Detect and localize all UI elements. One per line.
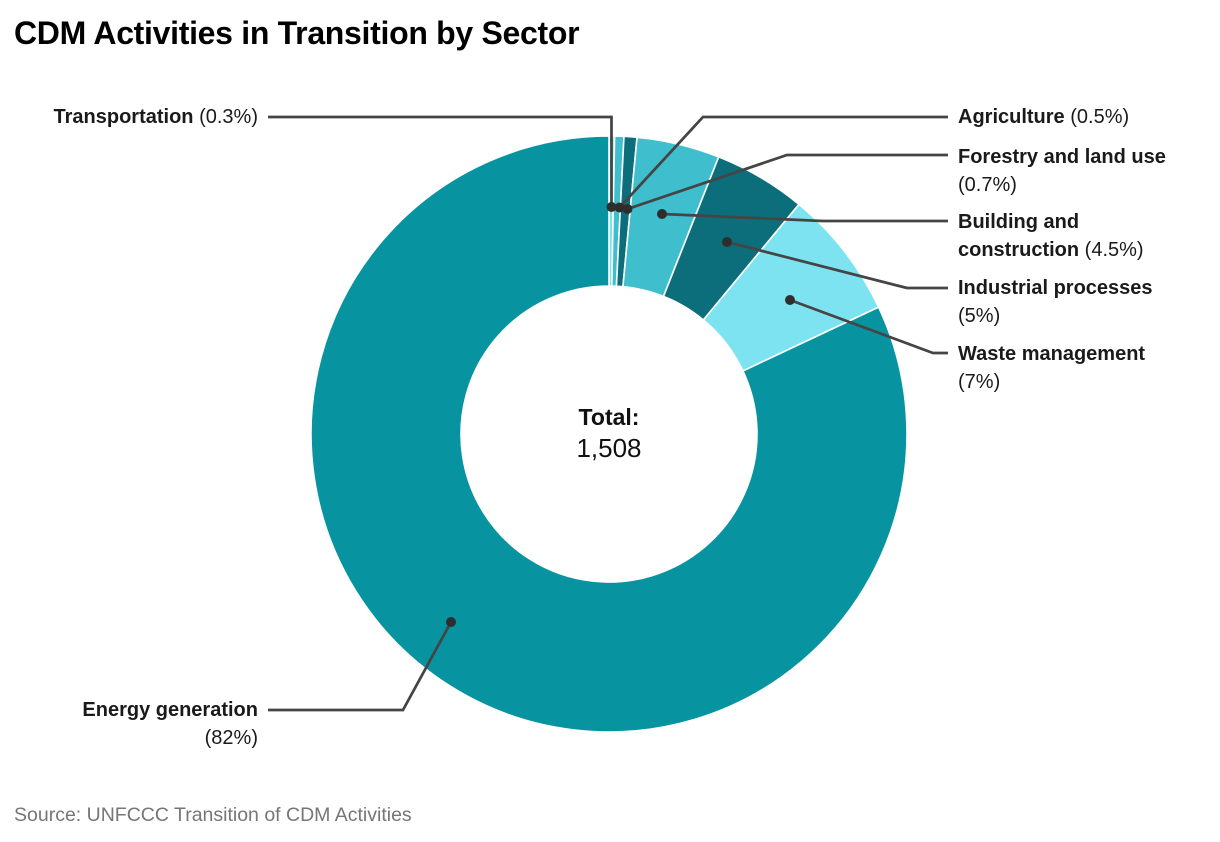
leader-line-forestry	[627, 153, 948, 211]
leader-dot-transportation	[606, 202, 617, 212]
donut-center-label: Total: 1,508	[459, 402, 759, 464]
source-note: Source: UNFCCC Transition of CDM Activit…	[14, 804, 412, 826]
leader-line-waste	[789, 298, 948, 355]
leader-dot-energy	[446, 617, 456, 627]
slice-label-building: Building and construction (4.5%)	[958, 211, 1144, 261]
slice-label-transportation: Transportation (0.3%)	[53, 106, 258, 128]
slice-label-agriculture: Agriculture (0.5%)	[958, 106, 1130, 128]
leader-line-transportation	[268, 115, 613, 207]
leader-dot-waste	[785, 295, 795, 305]
total-heading: Total:	[578, 404, 640, 430]
slice-label-waste: Waste management (7%)	[958, 343, 1146, 393]
slice-label-forestry: Forestry and land use (0.7%)	[958, 146, 1166, 196]
leader-line-industrial	[726, 240, 948, 290]
chart-title: CDM Activities in Transition by Sector	[14, 15, 580, 51]
leader-line-building	[661, 212, 948, 223]
leader-line-energy	[268, 621, 453, 712]
slice-label-energy: Energy generation (82%)	[82, 699, 258, 749]
leader-dot-agriculture	[614, 202, 625, 213]
leader-dot-forestry	[622, 204, 633, 214]
leader-dot-industrial	[722, 237, 732, 247]
total-value: 1,508	[576, 433, 642, 463]
leader-line-agriculture	[618, 115, 948, 209]
slice-label-industrial: Industrial processes (5%)	[958, 277, 1153, 327]
slice-energy[interactable]	[310, 135, 908, 733]
leader-dot-building	[657, 209, 667, 219]
